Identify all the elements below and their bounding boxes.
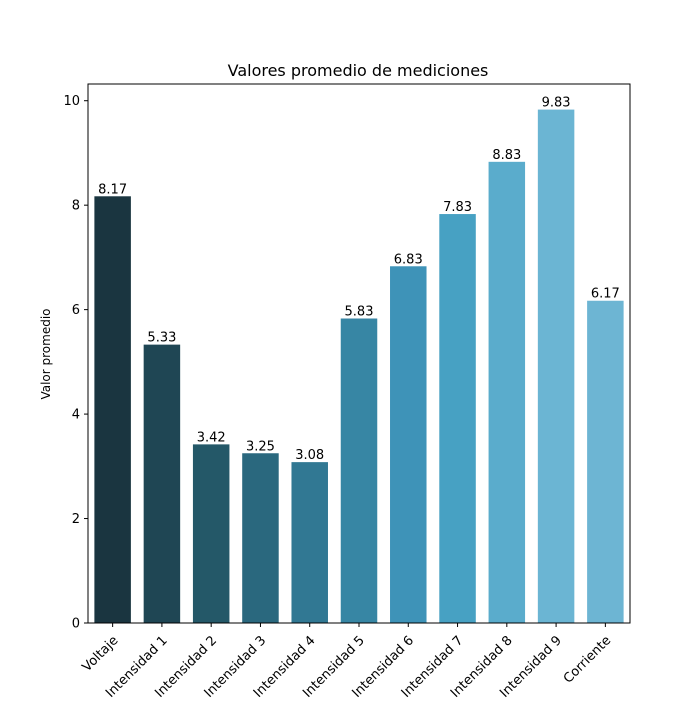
y-tick-label: 10	[63, 94, 80, 109]
bar	[439, 214, 476, 623]
y-axis-label: Valor promedio	[39, 308, 53, 399]
y-tick-label: 8	[72, 199, 80, 214]
bar	[291, 462, 328, 623]
bar-value-label: 9.83	[542, 96, 571, 111]
y-tick-label: 2	[72, 512, 80, 527]
bar-value-label: 5.83	[345, 305, 374, 320]
bar	[488, 161, 526, 623]
y-tick-label: 6	[72, 303, 80, 318]
bar	[192, 444, 230, 623]
bar-value-label: 6.83	[394, 252, 423, 267]
bar-value-label: 3.25	[246, 439, 275, 454]
chart-title: Valores promedio de mediciones	[228, 61, 489, 80]
bar-value-label: 5.33	[147, 331, 176, 346]
bar	[587, 300, 624, 623]
bar-value-label: 7.83	[443, 200, 472, 215]
y-tick-label: 0	[72, 617, 80, 632]
bar-value-label: 3.08	[295, 448, 324, 463]
bar	[94, 196, 131, 623]
bar	[242, 453, 279, 623]
bar	[390, 266, 427, 623]
bar-value-label: 8.17	[98, 182, 127, 197]
bar-value-label: 6.17	[591, 287, 620, 302]
bar	[340, 318, 378, 623]
bar-value-label: 3.42	[197, 430, 226, 445]
y-tick-label: 4	[72, 408, 80, 423]
bar-value-label: 8.83	[492, 148, 521, 163]
bar	[537, 109, 575, 624]
bar	[143, 344, 181, 623]
